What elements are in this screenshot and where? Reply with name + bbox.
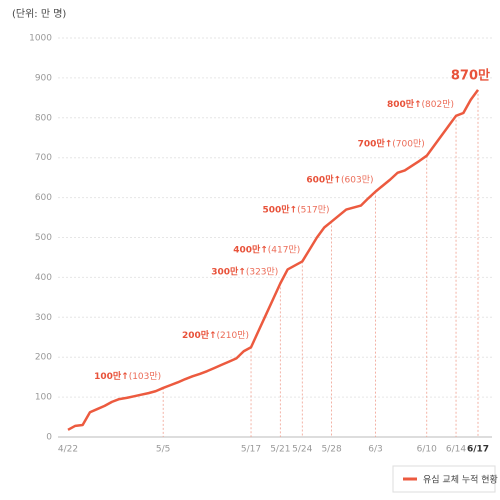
y-tick-label: 700 xyxy=(35,153,52,163)
x-tick-label: 5/17 xyxy=(241,445,261,455)
annotation-detail: (603만) xyxy=(341,174,373,185)
annotation-label: 300만↑ xyxy=(211,265,246,277)
annotation-detail: (210만) xyxy=(217,330,249,341)
annotation-detail: (802만) xyxy=(422,98,454,109)
x-tick-label: 5/5 xyxy=(156,445,170,455)
data-line xyxy=(67,89,480,431)
y-tick-label: 500 xyxy=(35,233,52,243)
annotation-label: 100만↑ xyxy=(94,369,129,381)
unit-label: (단위: 만 명) xyxy=(12,7,66,20)
legend-label: 유심 교체 누적 현황 xyxy=(423,474,498,486)
y-tick-label: 800 xyxy=(35,113,52,123)
annotation-detail: (103만) xyxy=(129,370,161,381)
y-tick-label: 300 xyxy=(35,313,52,323)
annotation: 500만↑(517만) xyxy=(262,203,329,215)
annotation-label: 200만↑ xyxy=(182,329,217,341)
annotation: 600만↑(603만) xyxy=(306,173,373,185)
annotation-label: 700만↑ xyxy=(358,137,393,149)
y-tick-label: 100 xyxy=(35,393,52,403)
final-label: 870만 xyxy=(451,68,490,84)
annotation-label: 500만↑ xyxy=(262,203,297,215)
annotation: 400만↑(417만) xyxy=(233,243,300,255)
annotation-detail: (700만) xyxy=(392,138,424,149)
x-tick-label: 5/21 xyxy=(270,445,290,455)
annotation: 200만↑(210만) xyxy=(182,329,249,341)
annotation: 800만↑(802만) xyxy=(387,97,454,109)
x-tick-label: 5/24 xyxy=(292,445,312,455)
annotation: 300만↑(323만) xyxy=(211,265,278,277)
annotation-label: 600만↑ xyxy=(306,173,341,185)
x-tick-label: 4/22 xyxy=(58,445,78,455)
y-tick-label: 600 xyxy=(35,193,52,203)
annotation: 700만↑(700만) xyxy=(358,137,425,149)
x-tick-label: 6/14 xyxy=(446,445,466,455)
annotation-label: 400만↑ xyxy=(233,243,268,255)
annotation-detail: (417만) xyxy=(268,244,300,255)
annotation: 100만↑(103만) xyxy=(94,369,161,381)
x-tick-label: 6/3 xyxy=(368,445,382,455)
y-tick-label: 900 xyxy=(35,73,52,83)
y-tick-label: 400 xyxy=(35,273,52,283)
annotation-label: 800만↑ xyxy=(387,97,422,109)
x-tick-label: 5/28 xyxy=(321,445,341,455)
y-tick-label: 0 xyxy=(46,433,52,443)
x-tick-label: 6/17 xyxy=(467,445,489,455)
annotation-detail: (323만) xyxy=(246,266,278,277)
x-tick-label: 6/10 xyxy=(417,445,437,455)
y-tick-label: 1000 xyxy=(29,34,52,44)
annotation-detail: (517만) xyxy=(297,204,329,215)
y-tick-label: 200 xyxy=(35,353,52,363)
